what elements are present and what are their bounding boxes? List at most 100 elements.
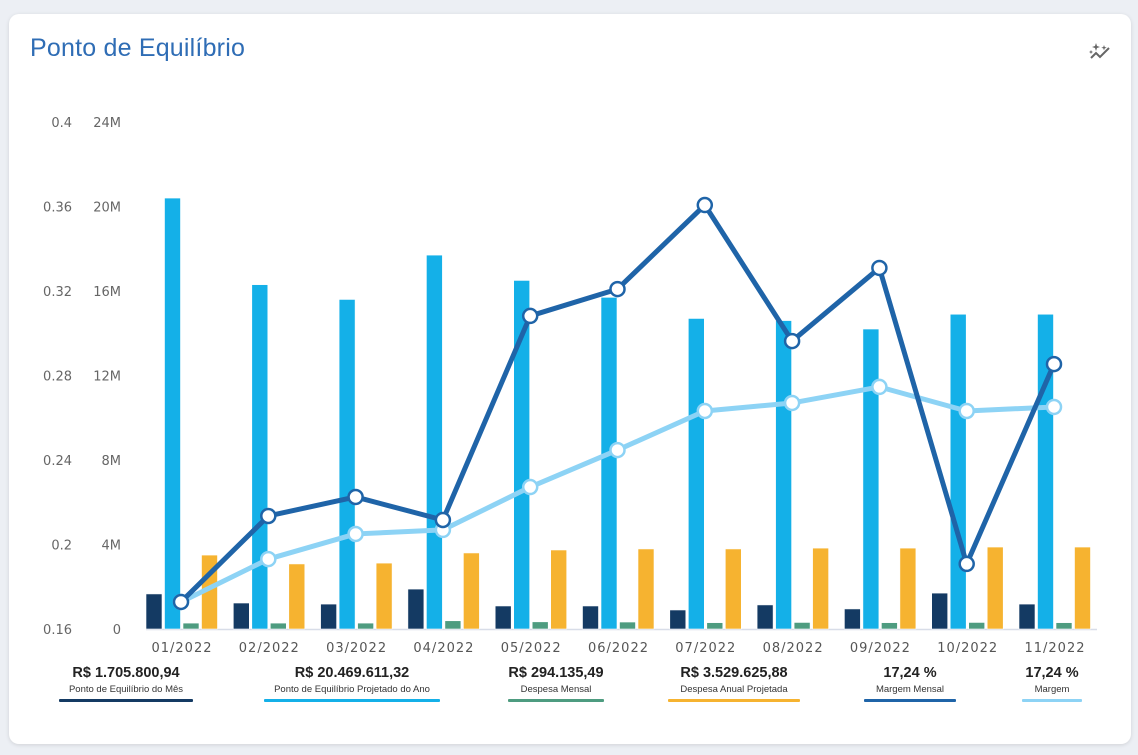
bar-ponto-de-equil-brio-do-m-s	[931, 592, 949, 630]
summary-label: Margem Mensal	[875, 684, 945, 695]
line-point	[521, 307, 539, 325]
bar-ponto-de-equil-brio-projetado-do-ano	[600, 297, 618, 630]
x-axis-tick: 03/2022	[326, 641, 387, 656]
summary-item[interactable]: 17,24 % Margem	[952, 665, 1138, 702]
line-point	[609, 441, 626, 459]
bar-despesa-anual-projetada	[288, 563, 306, 630]
bar-despesa-anual-projetada	[463, 552, 480, 630]
line-point	[696, 196, 714, 214]
line-point	[1045, 355, 1063, 373]
bar-despesa-anual-projetada	[1074, 546, 1091, 630]
bar-despesa-mensal	[531, 621, 549, 630]
legend-color-swatch	[59, 699, 193, 702]
y-axis-money-tick: 20M	[93, 201, 121, 216]
summary-item[interactable]: R$ 294.135,49 Despesa Mensal	[456, 665, 656, 702]
sparkle-chart-icon[interactable]	[1087, 40, 1113, 64]
y-axis-money-tick: 24M	[93, 116, 121, 131]
bar-despesa-anual-projetada	[550, 549, 568, 630]
x-axis-tick: 06/2022	[588, 641, 649, 656]
bar-despesa-mensal	[968, 622, 986, 630]
x-axis-tick: 11/2022	[1024, 641, 1085, 656]
y-axis-ratio-tick: 0.2	[51, 539, 72, 554]
bar-ponto-de-equil-brio-do-m-s	[145, 593, 163, 630]
y-axis-ratio-tick: 0.16	[43, 623, 72, 638]
bar-ponto-de-equil-brio-do-m-s	[756, 604, 774, 630]
legend-color-swatch	[508, 699, 604, 702]
summary-item[interactable]: R$ 3.529.625,88 Despesa Anual Projetada	[634, 665, 834, 702]
bar-ponto-de-equil-brio-projetado-do-ano	[949, 313, 967, 630]
line-point	[260, 550, 277, 568]
bar-ponto-de-equil-brio-do-m-s	[233, 602, 250, 630]
summary-item[interactable]: R$ 20.469.611,32 Ponto de Equilíbrio Proj…	[252, 665, 452, 702]
line-point	[958, 402, 975, 420]
line-point	[871, 378, 888, 396]
bar-ponto-de-equil-brio-projetado-do-ano	[338, 299, 356, 630]
bar-despesa-mensal	[793, 622, 811, 630]
line-point	[347, 525, 364, 543]
y-axis-ratio-tick: 0.32	[43, 285, 72, 300]
bar-despesa-mensal	[357, 622, 374, 630]
summary-label: Ponto de Equilíbrio Projetado do Ano	[274, 684, 430, 695]
summary-label: Despesa Anual Projetada	[680, 684, 788, 695]
line-point	[783, 332, 801, 350]
summary-label: Despesa Mensal	[520, 684, 592, 695]
x-axis-tick: 05/2022	[501, 641, 562, 656]
bar-ponto-de-equil-brio-do-m-s	[407, 588, 425, 630]
bar-ponto-de-equil-brio-projetado-do-ano	[775, 320, 792, 630]
line-point	[609, 280, 626, 298]
line-point	[958, 555, 975, 573]
summary-value: R$ 20.469.611,32	[294, 665, 410, 681]
summary-value: R$ 294.135,49	[508, 665, 604, 681]
bar-ponto-de-equil-brio-projetado-do-ano	[426, 254, 443, 630]
y-axis-money-tick: 12M	[93, 370, 121, 385]
summary-value: R$ 3.529.625,88	[680, 665, 788, 681]
bar-despesa-mensal	[1055, 622, 1073, 630]
line-point	[871, 259, 888, 277]
x-axis-tick: 04/2022	[413, 641, 474, 656]
bar-ponto-de-equil-brio-projetado-do-ano	[687, 318, 705, 630]
y-axis-money-tick: 0	[113, 623, 121, 638]
legend-color-swatch	[1022, 699, 1082, 702]
line-point	[783, 394, 801, 412]
line-point	[696, 402, 714, 420]
bar-despesa-mensal	[706, 622, 724, 630]
y-axis-money-tick: 8M	[102, 454, 122, 469]
summary-value: 17,24 %	[1025, 665, 1079, 681]
bar-despesa-anual-projetada	[986, 546, 1004, 630]
summary-label: Margem	[1034, 684, 1070, 695]
y-axis-ratio-tick: 0.4	[51, 116, 72, 131]
y-axis-ratio-tick: 0.24	[43, 454, 72, 469]
bar-despesa-mensal	[444, 620, 462, 630]
y-axis-money-tick: 16M	[93, 285, 121, 300]
bar-ponto-de-equil-brio-do-m-s	[669, 609, 687, 630]
x-axis-tick: 07/2022	[675, 641, 736, 656]
summary-item[interactable]: R$ 1.705.800,94 Ponto de Equilíbrio do Mê…	[26, 665, 226, 702]
x-axis-tick: 01/2022	[151, 641, 212, 656]
y-axis-ratio-tick: 0.36	[43, 201, 72, 216]
summary-item[interactable]: 17,24 % Margem Mensal	[810, 665, 1010, 702]
combo-chart: 0.16 0.2 0.24 0.28 0.32 0.36 0.4 0 4M 8M 12M 16M 20M…	[43, 116, 1097, 656]
bar-despesa-anual-projetada	[375, 562, 393, 630]
x-axis-tick: 09/2022	[850, 641, 911, 656]
bar-ponto-de-equil-brio-do-m-s	[1018, 603, 1036, 630]
bar-despesa-mensal	[881, 622, 898, 630]
line-point	[521, 478, 539, 496]
y-axis-ratio-tick: 0.28	[43, 370, 72, 385]
legend-color-swatch	[264, 699, 440, 702]
summary-label: Ponto de Equilíbrio do Mês	[68, 684, 184, 695]
bar-despesa-anual-projetada	[724, 548, 742, 630]
line-point	[1045, 398, 1063, 416]
summary-value: R$ 1.705.800,94	[72, 665, 180, 681]
bar-despesa-mensal	[269, 622, 287, 630]
summary-value: 17,24 %	[883, 665, 937, 681]
x-axis-tick: 08/2022	[763, 641, 824, 656]
bar-despesa-mensal	[182, 622, 200, 630]
bar-despesa-anual-projetada	[812, 547, 829, 630]
bar-despesa-mensal	[619, 621, 636, 630]
x-axis-tick: 10/2022	[937, 641, 998, 656]
legend-color-swatch	[864, 699, 956, 702]
bar-ponto-de-equil-brio-projetado-do-ano	[164, 197, 181, 630]
y-axis-money-tick: 4M	[102, 539, 122, 554]
legend-color-swatch	[668, 699, 800, 702]
x-axis-tick: 02/2022	[239, 641, 300, 656]
